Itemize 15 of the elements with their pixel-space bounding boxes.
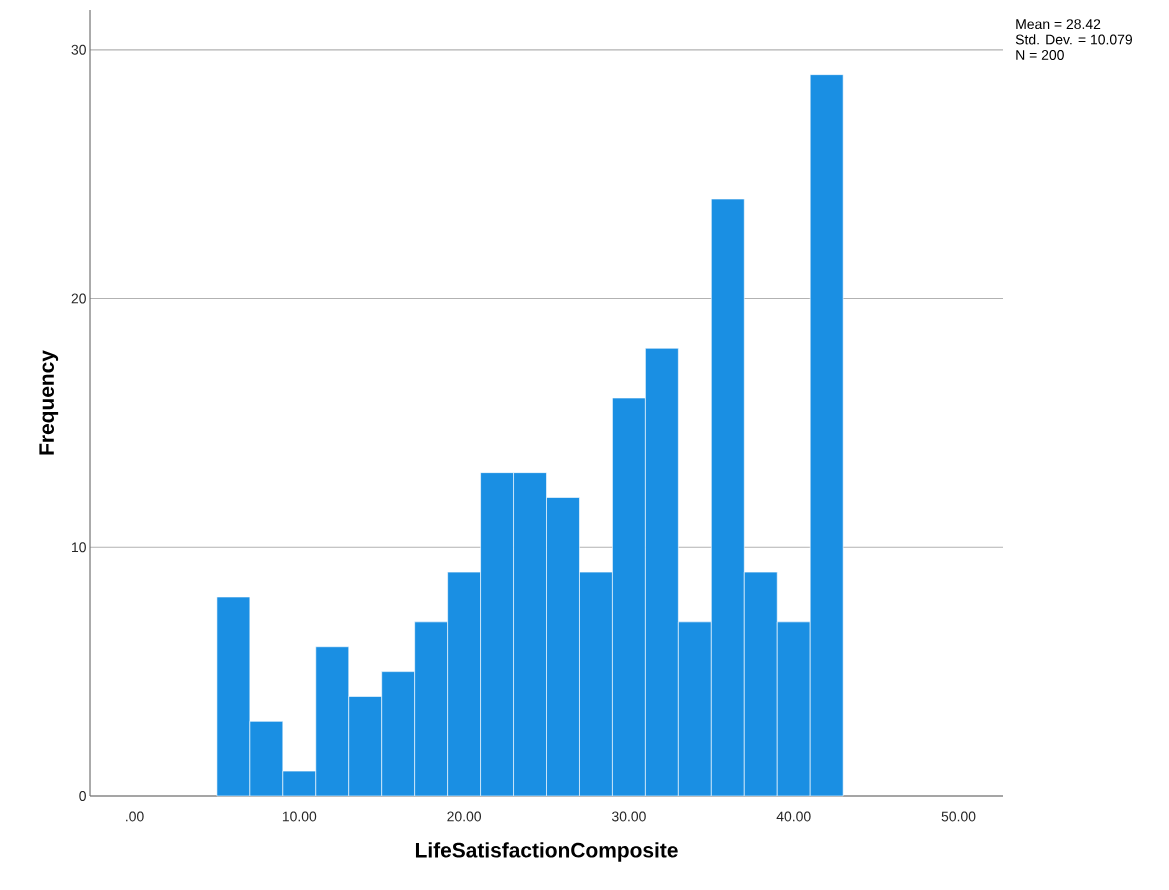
x-tick-label: 50.00 [941, 811, 976, 822]
x-tick-label: .00 [126, 811, 144, 822]
x-tick-label: 40.00 [776, 811, 811, 822]
x-tick-label: 20.00 [447, 811, 482, 822]
x-tick-label: 10.00 [282, 811, 317, 822]
text: Mean = 28.42 [1016, 19, 1101, 30]
text: Std. Dev. = 10.079 [1015, 34, 1132, 45]
text: N = 200 [1016, 50, 1064, 60]
x-tick-label: 30.00 [611, 811, 646, 822]
y-axis-title: Frequency [39, 350, 59, 455]
x-axis-title: LifeSatisfactionComposite [415, 842, 678, 862]
y-tick-label: 10 [72, 542, 86, 553]
y-tick-label: 30 [71, 44, 86, 55]
y-tick-label: 20 [71, 293, 86, 304]
y-tick-label: 0 [79, 791, 86, 801]
